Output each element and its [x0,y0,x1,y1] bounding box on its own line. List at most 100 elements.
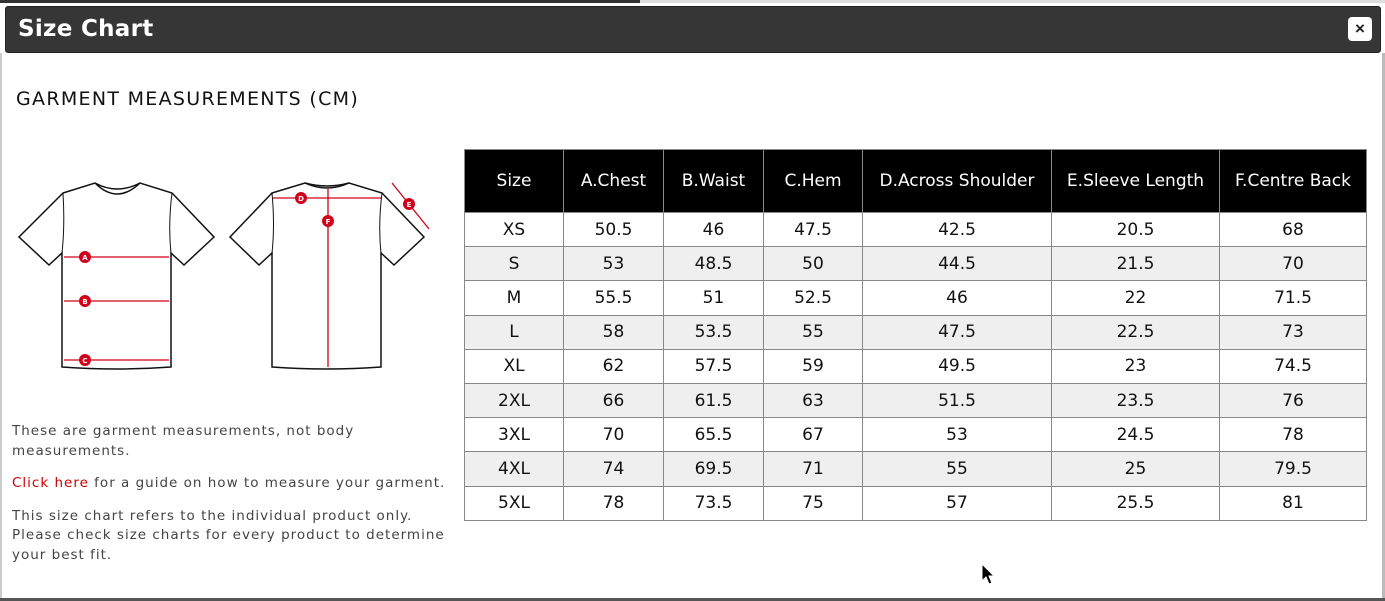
size-table: Size A.Chest B.Waist C.Hem D.Across Shoulder… [464,149,1367,521]
measurement-cell: 50 [763,246,863,282]
table-row: M 55.5 51 52.5 46 22 71.5 [464,280,1367,316]
table-row: 2XL 66 61.5 63 51.5 23.5 76 [464,382,1367,419]
column-header: D.Across Shoulder [862,149,1052,213]
measurement-cell: 55 [763,314,863,350]
table-row: S 53 48.5 50 44.5 21.5 70 [464,246,1367,282]
measurement-cell: 51 [663,280,764,316]
measurement-cell: 66 [563,382,664,419]
size-cell: XL [464,348,564,384]
measurement-cell: 47.5 [763,211,863,248]
guide-note: Click here for a guide on how to measure… [12,475,446,491]
measurement-cell: 49.5 [862,348,1052,384]
measurement-cell: 52.5 [763,280,863,316]
measurement-cell: 23.5 [1051,382,1220,419]
table-header-row: Size A.Chest B.Waist C.Hem D.Across Shoulder… [464,149,1367,213]
tshirt-measurement-diagram: A B C D E F [17,182,430,370]
size-cell: 5XL [464,485,564,521]
measurement-cell: 74.5 [1219,348,1367,384]
measurement-cell: 50.5 [563,211,664,248]
label-A: A [82,254,88,262]
measurement-cell: 79.5 [1219,451,1367,487]
measurement-cell: 47.5 [862,314,1052,350]
column-header: Size [464,149,564,213]
measurement-cell: 58 [563,314,664,350]
size-cell: 2XL [464,382,564,419]
measurement-cell: 53.5 [663,314,764,350]
measurement-cell: 67 [763,417,863,453]
measurement-cell: 22.5 [1051,314,1220,350]
measurement-cell: 73 [1219,314,1367,350]
measurement-cell: 48.5 [663,246,764,282]
measurement-cell: 55 [862,451,1052,487]
measurement-cell: 20.5 [1051,211,1220,248]
measurement-cell: 76 [1219,382,1367,419]
column-header: B.Waist [663,149,764,213]
size-notes: These are garment measurements, not body… [12,422,452,578]
measurement-cell: 78 [1219,417,1367,453]
size-cell: M [464,280,564,316]
back-tshirt-icon [228,182,426,370]
column-header: C.Hem [763,149,863,213]
column-header: F.Centre Back [1219,149,1367,213]
measurement-cell: 62 [563,348,664,384]
size-cell: 4XL [464,451,564,487]
measurement-cell: 71.5 [1219,280,1367,316]
label-B: B [82,298,87,306]
measurement-cell: 55.5 [563,280,664,316]
measurement-cell: 69.5 [663,451,764,487]
measurement-cell: 70 [563,417,664,453]
measurement-cell: 75 [763,485,863,521]
measurement-cell: 61.5 [663,382,764,419]
measurement-cell: 46 [862,280,1052,316]
measurement-cell: 23 [1051,348,1220,384]
measurement-cell: 70 [1219,246,1367,282]
measurement-cell: 25 [1051,451,1220,487]
measurement-cell: 53 [862,417,1052,453]
measurement-cell: 42.5 [862,211,1052,248]
measurement-cell: 59 [763,348,863,384]
front-tshirt-icon [17,182,216,370]
dialog-title-bar: Size Chart × [5,6,1381,53]
measurement-cell: 21.5 [1051,246,1220,282]
section-heading: GARMENT MEASUREMENTS (CM) [16,88,360,110]
table-row: 4XL 74 69.5 71 55 25 79.5 [464,451,1367,487]
measurement-cell: 63 [763,382,863,419]
measurement-cell: 24.5 [1051,417,1220,453]
scrollbar[interactable] [1382,53,1385,601]
measurement-cell: 25.5 [1051,485,1220,521]
label-D: D [298,195,304,203]
measurement-cell: 57.5 [663,348,764,384]
size-cell: 3XL [464,417,564,453]
column-header: A.Chest [563,149,664,213]
measurement-cell: 44.5 [862,246,1052,282]
measurement-cell: 53 [563,246,664,282]
column-header: E.Sleeve Length [1051,149,1220,213]
measurement-cell: 46 [663,211,764,248]
dialog-title: Size Chart [18,16,154,42]
measurement-cell: 22 [1051,280,1220,316]
measurement-cell: 78 [563,485,664,521]
table-row: XL 62 57.5 59 49.5 23 74.5 [464,348,1367,384]
mouse-cursor-icon [981,563,996,585]
dialog-border [0,598,1385,601]
measurement-cell: 74 [563,451,664,487]
measurement-cell: 51.5 [862,382,1052,419]
measure-guide-link[interactable]: Click here [12,475,89,491]
table-row: 5XL 78 73.5 75 57 25.5 81 [464,485,1367,521]
measurement-cell: 73.5 [663,485,764,521]
measurement-cell: 57 [862,485,1052,521]
label-F: F [326,218,331,226]
size-cell: XS [464,211,564,248]
fit-note: This size chart refers to the individual… [12,507,445,563]
measurement-cell: 71 [763,451,863,487]
table-row: L 58 53.5 55 47.5 22.5 73 [464,314,1367,350]
garment-note: These are garment measurements, not body… [12,423,355,459]
close-button[interactable]: × [1348,17,1372,41]
measurement-cell: 65.5 [663,417,764,453]
dialog-border [0,53,2,601]
page-top-edge [0,0,1385,3]
measurement-cell: 68 [1219,211,1367,248]
table-row: 3XL 70 65.5 67 53 24.5 78 [464,417,1367,453]
label-E: E [407,201,412,209]
size-cell: L [464,314,564,350]
